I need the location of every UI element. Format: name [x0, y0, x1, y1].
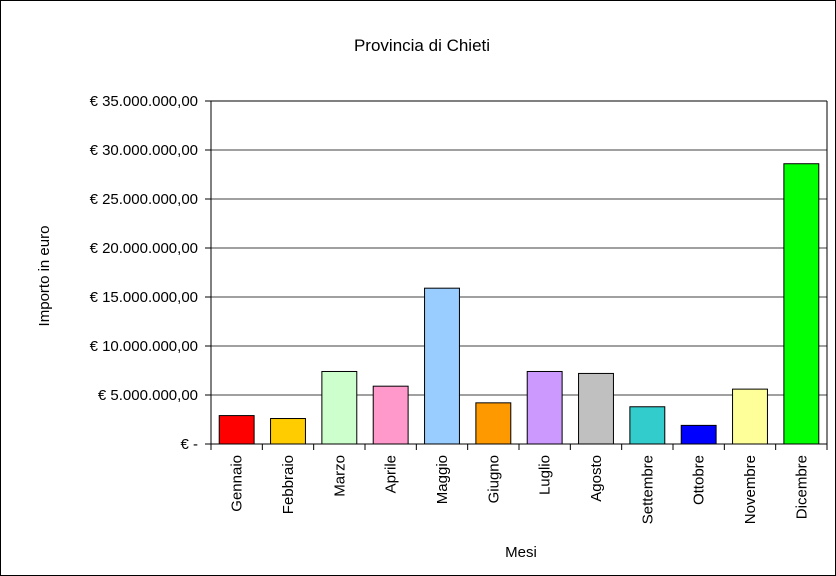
x-axis-label: Mesi [505, 544, 537, 561]
y-tick-label: € 5.000.000,00 [98, 387, 198, 404]
x-tick-labels: Gennaio Febbraio Marzo Aprile Maggio Giugno Lu… [229, 455, 811, 524]
x-tick-label: Giugno [485, 455, 502, 503]
bar [372, 385, 409, 445]
x-tick-label: Marzo [331, 455, 348, 497]
x-tick-label: Ottobre [691, 455, 708, 505]
bar [321, 370, 358, 445]
x-tick-label: Novembre [742, 455, 759, 524]
bar [732, 388, 768, 445]
y-tick-label: € 15.000.000,00 [90, 289, 198, 306]
y-tick-label: € 25.000.000,00 [90, 191, 198, 208]
chart-title: Provincia di Chieti [354, 36, 490, 55]
bar [475, 402, 512, 445]
x-tick-label: Aprile [383, 455, 400, 493]
y-tick-label: € - [180, 436, 198, 453]
gridlines [211, 100, 827, 396]
bar [270, 418, 306, 445]
bars [218, 163, 820, 445]
x-tick-label: Luglio [537, 455, 554, 495]
x-tick-label: Maggio [434, 455, 451, 504]
y-tick-label: € 30.000.000,00 [90, 142, 198, 159]
bar [218, 415, 255, 445]
axes [205, 100, 828, 450]
y-axis-label: Importo in euro [36, 226, 53, 327]
y-tick-label: € 10.000.000,00 [90, 338, 198, 355]
x-tick-label: Agosto [588, 455, 605, 502]
y-tick-labels: € - € 5.000.000,00 € 10.000.000,00 € 15.000… [90, 93, 198, 453]
y-tick-label: € 35.000.000,00 [90, 93, 198, 110]
bar [578, 372, 614, 445]
bar [629, 406, 666, 445]
x-tick-label: Febbraio [280, 455, 297, 514]
bar [424, 287, 460, 445]
x-tick-label: Dicembre [793, 455, 810, 519]
bar [680, 424, 717, 445]
x-tick-label: Gennaio [229, 455, 246, 512]
bar [526, 370, 563, 445]
bar [783, 163, 820, 445]
x-tick-label: Settembre [639, 455, 656, 524]
y-tick-label: € 20.000.000,00 [90, 240, 198, 257]
